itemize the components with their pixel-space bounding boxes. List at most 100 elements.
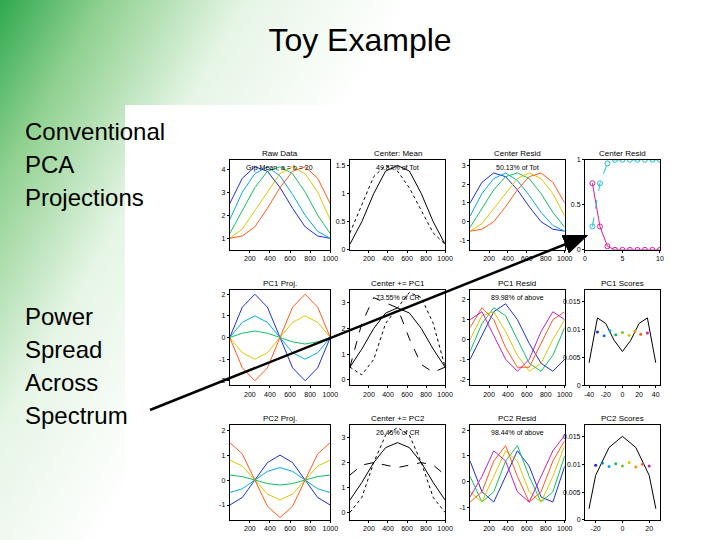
svg-text:0: 0: [577, 516, 581, 523]
svg-text:600: 600: [521, 255, 533, 262]
svg-text:0: 0: [620, 525, 624, 532]
svg-text:Grp Mean, a = b = 20: Grp Mean, a = b = 20: [246, 164, 313, 172]
svg-text:400: 400: [264, 255, 276, 262]
svg-text:800: 800: [540, 391, 552, 398]
svg-text:2: 2: [462, 427, 466, 434]
svg-text:1: 1: [221, 235, 225, 242]
svg-text:0.01: 0.01: [567, 326, 581, 333]
svg-text:3: 3: [342, 434, 346, 441]
svg-text:1000: 1000: [322, 255, 338, 262]
svg-text:200: 200: [244, 525, 256, 532]
svg-text:-1: -1: [459, 356, 465, 363]
svg-text:0: 0: [577, 382, 581, 389]
svg-text:5: 5: [620, 255, 624, 262]
svg-text:600: 600: [401, 255, 413, 262]
svg-text:-1: -1: [219, 501, 225, 508]
svg-text:0.5: 0.5: [571, 201, 581, 208]
svg-text:0: 0: [620, 391, 624, 398]
svg-text:400: 400: [502, 525, 514, 532]
svg-text:600: 600: [284, 525, 296, 532]
svg-text:PC1 Resid: PC1 Resid: [498, 279, 536, 288]
svg-text:-20: -20: [601, 391, 611, 398]
svg-text:10: 10: [656, 255, 664, 262]
svg-text:2: 2: [462, 181, 466, 188]
svg-text:Center Resid: Center Resid: [599, 149, 646, 158]
svg-text:Center Resid: Center Resid: [494, 149, 541, 158]
svg-text:800: 800: [540, 255, 552, 262]
svg-text:200: 200: [483, 255, 495, 262]
svg-text:0: 0: [342, 376, 346, 383]
svg-text:Center += PC2: Center += PC2: [371, 414, 425, 423]
svg-text:-1: -1: [459, 504, 465, 511]
svg-text:PC2 Proj.: PC2 Proj.: [263, 414, 297, 423]
svg-text:0.005: 0.005: [563, 489, 581, 496]
svg-text:600: 600: [284, 255, 296, 262]
svg-text:Center: Mean: Center: Mean: [374, 149, 422, 158]
svg-text:1000: 1000: [557, 255, 573, 262]
svg-text:600: 600: [284, 391, 296, 398]
svg-text:1: 1: [221, 312, 225, 319]
svg-text:0: 0: [462, 336, 466, 343]
svg-text:40: 40: [652, 391, 660, 398]
svg-text:-20: -20: [591, 525, 601, 532]
svg-text:73.55% of CR: 73.55% of CR: [376, 294, 420, 301]
svg-text:1: 1: [462, 452, 466, 459]
svg-text:1.5: 1.5: [336, 162, 346, 169]
svg-text:200: 200: [363, 391, 375, 398]
svg-text:400: 400: [502, 391, 514, 398]
svg-text:-2: -2: [219, 377, 225, 384]
svg-text:1000: 1000: [557, 525, 573, 532]
svg-text:0.01: 0.01: [567, 461, 581, 468]
svg-text:26.45% of CR: 26.45% of CR: [376, 429, 420, 436]
svg-text:20: 20: [645, 525, 653, 532]
svg-text:800: 800: [420, 255, 432, 262]
svg-text:200: 200: [244, 391, 256, 398]
svg-text:800: 800: [304, 525, 316, 532]
svg-text:-2: -2: [459, 376, 465, 383]
svg-text:PC2 Scores: PC2 Scores: [601, 414, 644, 423]
svg-text:2: 2: [221, 212, 225, 219]
svg-text:1: 1: [462, 199, 466, 206]
svg-text:400: 400: [264, 525, 276, 532]
svg-text:800: 800: [304, 255, 316, 262]
svg-text:PC2 Resid: PC2 Resid: [498, 414, 536, 423]
svg-text:3: 3: [462, 162, 466, 169]
svg-text:0.015: 0.015: [563, 433, 581, 440]
svg-text:800: 800: [540, 525, 552, 532]
svg-text:200: 200: [483, 525, 495, 532]
svg-text:0: 0: [221, 477, 225, 484]
svg-text:0: 0: [342, 509, 346, 516]
svg-text:1000: 1000: [322, 525, 338, 532]
svg-text:400: 400: [382, 391, 394, 398]
svg-text:-1: -1: [459, 237, 465, 244]
svg-text:200: 200: [363, 255, 375, 262]
svg-text:89.98% of above: 89.98% of above: [491, 294, 544, 301]
svg-text:49.87% of Tot: 49.87% of Tot: [376, 164, 419, 171]
svg-text:0: 0: [577, 246, 581, 253]
svg-text:800: 800: [420, 391, 432, 398]
svg-text:2: 2: [221, 291, 225, 298]
svg-text:3: 3: [221, 189, 225, 196]
svg-text:200: 200: [483, 391, 495, 398]
svg-text:4: 4: [221, 166, 225, 173]
svg-text:1: 1: [577, 156, 581, 163]
svg-text:PC1 Proj.: PC1 Proj.: [263, 279, 297, 288]
svg-text:600: 600: [521, 525, 533, 532]
svg-text:0.5: 0.5: [336, 218, 346, 225]
svg-text:1: 1: [342, 190, 346, 197]
svg-text:1000: 1000: [557, 391, 573, 398]
svg-text:-40: -40: [584, 391, 594, 398]
svg-text:1000: 1000: [322, 391, 338, 398]
svg-text:Raw Data: Raw Data: [262, 149, 298, 158]
svg-text:1: 1: [342, 351, 346, 358]
svg-text:600: 600: [401, 391, 413, 398]
svg-text:0: 0: [462, 218, 466, 225]
svg-text:2: 2: [221, 427, 225, 434]
svg-text:1000: 1000: [437, 391, 453, 398]
svg-text:0: 0: [221, 334, 225, 341]
svg-text:1000: 1000: [437, 525, 453, 532]
svg-text:400: 400: [382, 525, 394, 532]
svg-text:200: 200: [363, 525, 375, 532]
svg-text:0.005: 0.005: [563, 354, 581, 361]
svg-text:-1: -1: [219, 356, 225, 363]
